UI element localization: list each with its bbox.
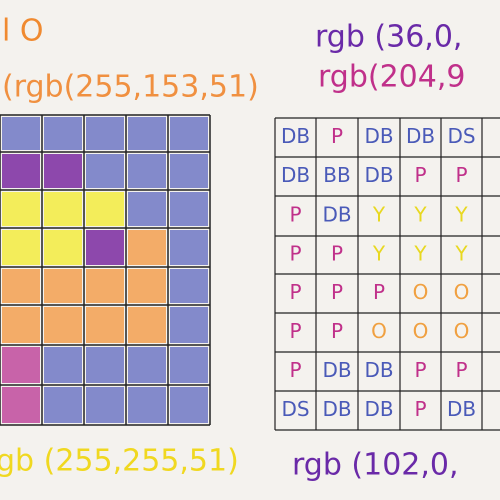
colored-cell (170, 192, 208, 226)
cell-code: O (413, 319, 429, 343)
cell-code: P (331, 242, 343, 266)
cell-code: O (413, 280, 429, 304)
colored-cell (128, 387, 166, 423)
colored-cell (170, 154, 208, 188)
cell-code: P (289, 319, 301, 343)
label: l O (2, 14, 43, 49)
cell-code: DB (364, 163, 393, 187)
colored-cell (44, 117, 82, 150)
cell-code: BB (323, 163, 350, 187)
colored-cell (2, 387, 40, 423)
cell-code: P (331, 280, 343, 304)
colored-cell (44, 230, 82, 265)
colored-cell (170, 387, 208, 423)
cell-code: P (331, 319, 343, 343)
colored-cell (128, 192, 166, 226)
cell-code: Y (454, 242, 468, 266)
cell-code: DB (281, 124, 310, 148)
colored-cell (44, 269, 82, 303)
cell-code: P (455, 358, 467, 382)
colored-cell (128, 269, 166, 303)
cell-code: DS (447, 124, 475, 148)
cell-code: DB (322, 397, 351, 421)
cell-code: DB (364, 358, 393, 382)
cell-code: P (373, 280, 385, 304)
cell-code: Y (413, 242, 427, 266)
colored-cell (2, 347, 40, 383)
cell-code: DB (406, 124, 435, 148)
cell-code: P (455, 163, 467, 187)
colored-cell (2, 269, 40, 303)
colored-cell (128, 347, 166, 383)
colored-cell (128, 154, 166, 188)
colored-cell (86, 154, 124, 188)
colored-cell (2, 154, 40, 188)
colored-cell (44, 307, 82, 343)
cell-code: O (454, 319, 470, 343)
colored-cell (170, 269, 208, 303)
cell-code: P (414, 397, 426, 421)
colored-cell (170, 307, 208, 343)
colored-cell (86, 117, 124, 150)
cell-code: Y (413, 203, 427, 227)
cell-code: DB (364, 124, 393, 148)
cell-code: P (289, 358, 301, 382)
colored-cell (44, 347, 82, 383)
label: gb (255,255,51) (0, 444, 239, 479)
colored-cell (86, 192, 124, 226)
colored-cell (128, 307, 166, 343)
colored-cell (86, 307, 124, 343)
cell-code: DB (322, 358, 351, 382)
colored-cell (170, 347, 208, 383)
colored-cell (170, 117, 208, 150)
label: rgb(204,9 (318, 60, 465, 95)
color-grid (0, 114, 211, 426)
colored-cell (2, 307, 40, 343)
cell-code: DB (281, 163, 310, 187)
cell-code: DB (364, 397, 393, 421)
cell-code: DS (281, 397, 309, 421)
cell-code: P (414, 163, 426, 187)
colored-cell (44, 192, 82, 226)
cell-code: Y (372, 203, 386, 227)
colored-cell (44, 154, 82, 188)
cell-code: O (454, 280, 470, 304)
cell-code: P (289, 203, 301, 227)
colored-cell (86, 269, 124, 303)
colored-cell (170, 230, 208, 265)
label: rgb (36,0, (315, 20, 462, 55)
colored-cell (86, 230, 124, 265)
colored-cell (86, 347, 124, 383)
cell-code: DB (447, 397, 476, 421)
cell-code: P (414, 358, 426, 382)
cell-code: P (289, 242, 301, 266)
colored-cell (2, 117, 40, 150)
cell-code: DB (322, 203, 351, 227)
cell-code: O (371, 319, 387, 343)
colored-cell (44, 387, 82, 423)
label: (rgb(255,153,51) (2, 70, 259, 105)
colored-cell (128, 230, 166, 265)
colored-cell (128, 117, 166, 150)
cell-code: P (331, 124, 343, 148)
cell-code: P (289, 280, 301, 304)
cell-code: Y (372, 242, 386, 266)
colored-cell (2, 192, 40, 226)
colored-cell (86, 387, 124, 423)
cell-code: Y (454, 203, 468, 227)
colored-cell (2, 230, 40, 265)
label: rgb (102,0, (292, 448, 459, 483)
